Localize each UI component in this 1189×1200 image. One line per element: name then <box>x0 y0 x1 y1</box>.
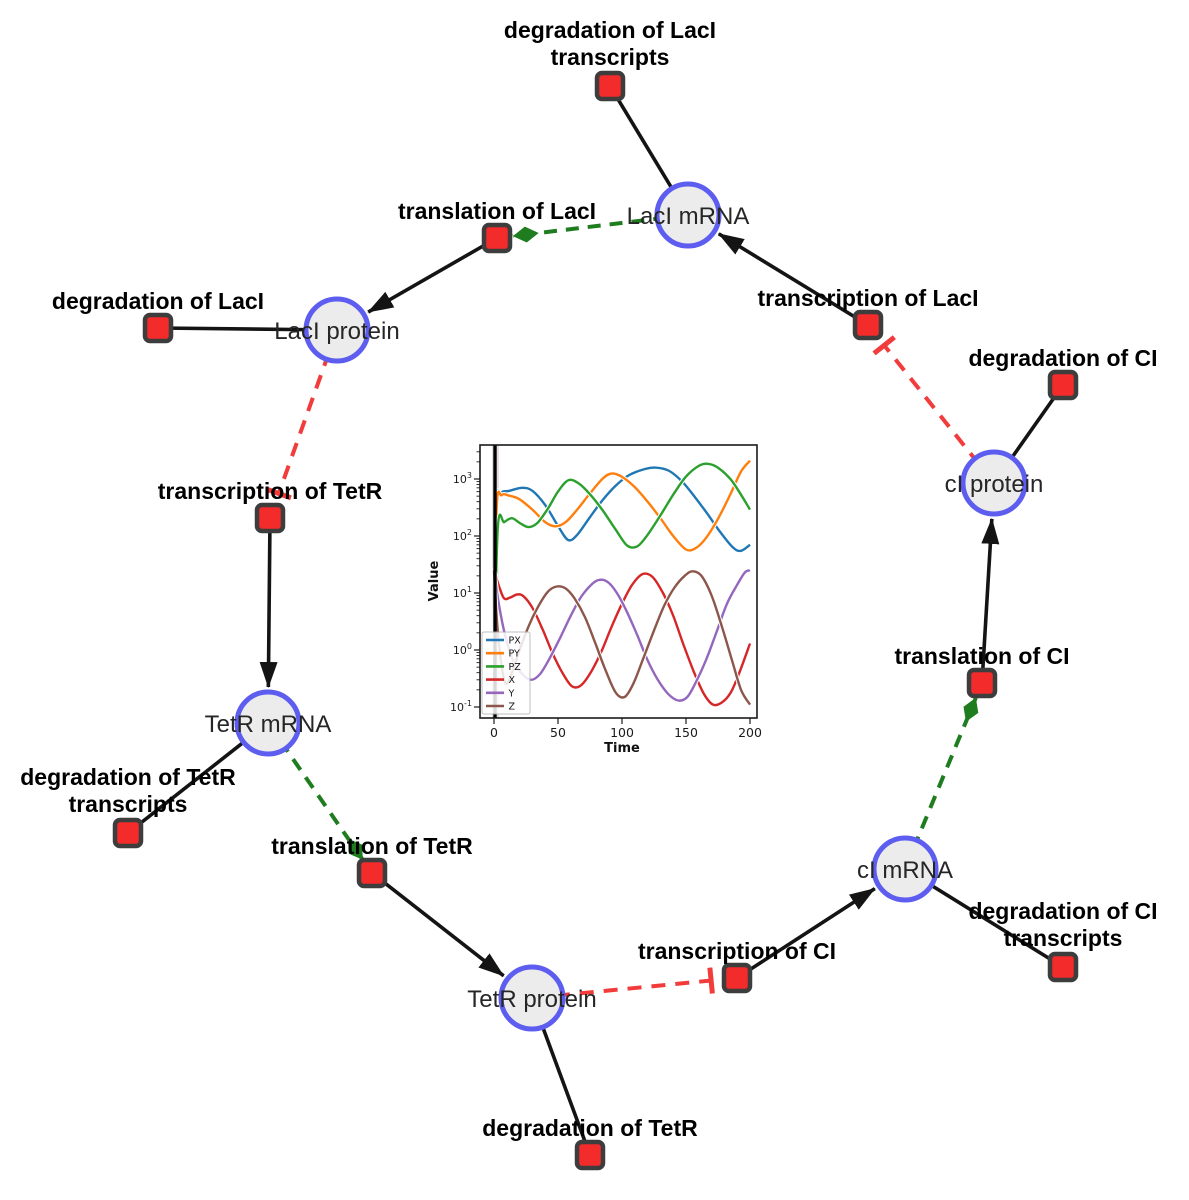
label-translation-tetr: translation of TetR <box>271 833 473 859</box>
reaction-square-transcription-tetr[interactable] <box>254 502 286 534</box>
species-circle-ci-protein[interactable] <box>960 449 1028 517</box>
reaction-square-deg-tetr[interactable] <box>574 1139 606 1171</box>
species-circle-tetr-protein[interactable] <box>498 964 566 1032</box>
inset-chart: 103 102 101 100 10-1 0 50 100 150 200 PX PY PZ X Y Z Tim… <box>425 441 775 763</box>
reaction-translation-ci[interactable]: translation of CI <box>894 643 1070 699</box>
series-line-PZ <box>492 462 752 680</box>
species-laci-protein[interactable]: LacI protein <box>274 296 400 364</box>
species-circle-laci-mrna[interactable] <box>654 181 722 249</box>
series-line-PX <box>492 466 751 680</box>
x-axis-label: Time <box>604 741 640 756</box>
edge-translation-ci-ci-protein <box>980 517 1000 684</box>
label-deg-laci-transcripts: degradation of LacI <box>504 17 716 43</box>
legend-label-Z: Z <box>509 702 516 713</box>
legend-label-PY: PY <box>509 649 521 660</box>
label-deg-tetr: degradation of TetR <box>482 1115 698 1141</box>
edge-translation-tetr-tetr-protein <box>370 871 505 978</box>
chart-legend: PX PY PZ XYZ <box>481 631 531 715</box>
label-deg-laci: degradation of LacI <box>52 288 264 314</box>
legend-label-Y: Y <box>508 688 515 699</box>
y-tick-label: 100 <box>453 642 472 657</box>
x-tick-label: 150 <box>674 725 698 740</box>
label-ci-protein: cI protein <box>945 471 1044 498</box>
reaction-square-translation-ci[interactable] <box>966 667 998 699</box>
label-tetr-protein: TetR protein <box>467 986 596 1013</box>
label-tetr-mrna: TetR mRNA <box>205 711 332 738</box>
species-ci-mrna[interactable]: cI mRNA <box>857 835 953 903</box>
reaction-layer: degradation of LacItranscriptstranslatio… <box>20 17 1158 1171</box>
edge-transcription-laci-laci-mrna <box>717 232 869 327</box>
reaction-square-transcription-laci[interactable] <box>852 309 884 341</box>
label-deg-ci-transcripts: transcripts <box>1004 925 1123 951</box>
reaction-deg-laci[interactable]: degradation of LacI <box>52 288 264 344</box>
x-tick-label: 50 <box>550 725 566 740</box>
label-translation-laci: translation of LacI <box>398 198 596 224</box>
y-tick-label: 102 <box>453 528 472 543</box>
reaction-transcription-laci[interactable]: transcription of LacI <box>757 285 979 341</box>
label-transcription-ci: transcription of CI <box>638 938 836 964</box>
legend-label-PZ: PZ <box>509 662 522 673</box>
x-tick-label: 100 <box>610 725 634 740</box>
timeseries-plot: 103 102 101 100 10-1 0 50 100 150 200 PX PY PZ XYZ Tim… <box>427 444 762 756</box>
label-translation-ci: translation of CI <box>894 643 1069 669</box>
label-laci-protein: LacI protein <box>274 318 399 345</box>
plot-border <box>479 444 758 719</box>
label-transcription-tetr: transcription of TetR <box>158 478 383 504</box>
edge-translation-laci-laci-protein <box>367 236 498 314</box>
label-deg-ci: degradation of CI <box>968 345 1157 371</box>
reaction-square-deg-laci[interactable] <box>142 312 174 344</box>
reaction-square-deg-ci-transcripts[interactable] <box>1047 951 1079 983</box>
legend-label-PX: PX <box>509 636 522 647</box>
reaction-transcription-tetr[interactable]: transcription of TetR <box>158 478 383 534</box>
x-tick-label: 0 <box>490 725 498 740</box>
species-tetr-protein[interactable]: TetR protein <box>467 964 597 1032</box>
species-circle-laci-protein[interactable] <box>303 296 371 364</box>
label-deg-tetr-transcripts: degradation of TetR <box>20 764 236 790</box>
reaction-square-translation-tetr[interactable] <box>356 857 388 889</box>
label-deg-tetr-transcripts: transcripts <box>69 791 188 817</box>
label-deg-ci-transcripts: degradation of CI <box>968 898 1157 924</box>
label-laci-mrna: LacI mRNA <box>627 203 750 230</box>
edge-transcription-ci-ci-mrna <box>736 887 876 980</box>
y-axis-label: Value <box>427 560 442 601</box>
reaction-square-deg-tetr-transcripts[interactable] <box>112 817 144 849</box>
reaction-translation-tetr[interactable]: translation of TetR <box>271 833 473 889</box>
label-transcription-laci: transcription of LacI <box>757 285 978 311</box>
reaction-transcription-ci[interactable]: transcription of CI <box>638 938 836 994</box>
series-curves <box>491 458 753 708</box>
y-tick-label: 101 <box>453 585 472 600</box>
series-line-PY <box>492 459 751 680</box>
reaction-square-translation-laci[interactable] <box>481 222 513 254</box>
species-circle-ci-mrna[interactable] <box>871 835 939 903</box>
reaction-square-deg-ci[interactable] <box>1047 369 1079 401</box>
species-ci-protein[interactable]: cI protein <box>945 449 1044 517</box>
species-layer: LacI mRNA LacI protein TetR mRNA TetR prote… <box>205 181 1044 1032</box>
reaction-square-deg-laci-transcripts[interactable] <box>594 70 626 102</box>
species-tetr-mrna[interactable]: TetR mRNA <box>205 689 332 757</box>
x-tick-label: 200 <box>738 725 762 740</box>
label-deg-laci-transcripts: transcripts <box>551 44 670 70</box>
y-tick-label: 10-1 <box>450 699 472 714</box>
series-line-X <box>492 569 752 707</box>
species-laci-mrna[interactable]: LacI mRNA <box>627 181 750 249</box>
legend-label-X: X <box>509 675 516 686</box>
reaction-translation-laci[interactable]: translation of LacI <box>398 198 596 254</box>
reaction-deg-tetr[interactable]: degradation of TetR <box>482 1115 698 1171</box>
label-ci-mrna: cI mRNA <box>857 857 953 884</box>
reaction-deg-ci[interactable]: degradation of CI <box>968 345 1158 401</box>
edge-transcription-tetr-tetr-mrna <box>259 517 278 689</box>
species-circle-tetr-mrna[interactable] <box>234 689 302 757</box>
y-tick-label: 103 <box>453 471 472 486</box>
reaction-square-transcription-ci[interactable] <box>721 962 753 994</box>
